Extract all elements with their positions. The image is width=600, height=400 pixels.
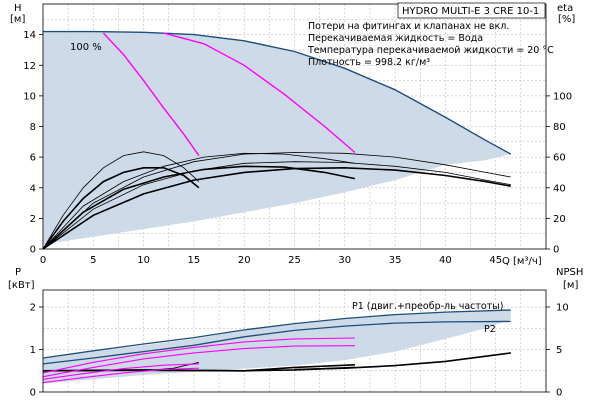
power-curve xyxy=(42,345,355,378)
power-tick-label: 2 xyxy=(30,303,36,314)
efficiency-curve xyxy=(42,165,356,250)
head-curve xyxy=(43,30,512,155)
x-tick-label: 45 xyxy=(489,255,502,266)
x-tick-label: 20 xyxy=(238,255,251,266)
y2-tick-label: 0 xyxy=(553,245,559,256)
power-curve xyxy=(42,309,511,359)
y2-tick-label: 80 xyxy=(553,122,566,133)
npsh-curve xyxy=(294,352,511,371)
title-box xyxy=(397,2,546,19)
chart-title: HYDRO MULTI-E 3 CRE 10-1 xyxy=(402,6,539,17)
head-curve xyxy=(163,32,356,154)
top-operating-area xyxy=(43,31,511,245)
efficiency-curve xyxy=(42,152,355,250)
y-tick-label: 6 xyxy=(30,153,36,164)
power-curve xyxy=(42,337,355,374)
p2-series-label: P2 xyxy=(484,324,496,335)
x-tick-label: 25 xyxy=(288,255,301,266)
y-tick-label: 12 xyxy=(23,61,36,72)
efficiency-curve xyxy=(42,166,511,250)
efficiency-curve xyxy=(42,151,200,250)
efficiency-curve xyxy=(42,161,511,250)
y2-axis-unit: [%] xyxy=(558,14,575,25)
y2-tick-label: 100 xyxy=(553,91,572,102)
x-tick-label: 40 xyxy=(439,255,452,266)
npsh-tick-label: 5 xyxy=(556,345,562,356)
y-tick-label: 14 xyxy=(23,30,36,41)
power-curve xyxy=(42,363,199,380)
npsh-tick-label: 0 xyxy=(556,388,562,399)
x-axis-unit: [м³/ч] xyxy=(513,256,542,267)
bottom-plot-frame xyxy=(42,289,547,393)
power-tick-label: 1 xyxy=(30,345,36,356)
y-tick-label: 0 xyxy=(30,245,36,256)
power-curve xyxy=(42,320,511,365)
x-axis-label: Q xyxy=(502,256,510,267)
x-tick-label: 0 xyxy=(40,255,46,266)
operating-area xyxy=(43,31,511,245)
x-tick-label: 35 xyxy=(389,255,402,266)
y2-tick-label: 60 xyxy=(553,153,566,164)
npsh-tick-label: 10 xyxy=(556,303,569,314)
note-line-1: Потери на фитингах и клапанах не вкл. xyxy=(308,21,509,32)
speed-label: 100 % xyxy=(70,42,102,53)
note-line-3: Температура перекачиваемой жидкости = 20… xyxy=(307,45,554,56)
y-tick-label: 4 xyxy=(30,183,36,194)
power-npsh-panel: 0 1 2 0 5 10 P [кВт] NPSH [м] P1 (двиг.+преоб… xyxy=(8,267,583,399)
bottom-tick-labels: 0 1 2 0 5 10 xyxy=(30,303,569,399)
x-tick-label: 10 xyxy=(137,255,150,266)
efficiency-curve xyxy=(42,152,511,250)
y-tick-label: 10 xyxy=(23,91,36,102)
y2-tick-label: 20 xyxy=(553,214,566,225)
bottom-curves xyxy=(42,309,511,384)
x-tick-label: 15 xyxy=(188,255,201,266)
note-line-2: Перекачиваемая жидкость = Вода xyxy=(308,33,483,44)
power-axis-label: P xyxy=(15,267,21,278)
y2-tick-label: 40 xyxy=(553,183,566,194)
y2-axis-label: eta xyxy=(557,3,573,14)
npsh-axis-unit: [м] xyxy=(563,280,578,291)
x-tick-label: 30 xyxy=(338,255,351,266)
note-line-4: Плотность = 998.2 кг/м³ xyxy=(308,57,430,68)
x-tick-label: 5 xyxy=(90,255,96,266)
power-tick-label: 0 xyxy=(30,388,36,399)
power-curve xyxy=(42,367,199,384)
efficiency-curve xyxy=(42,167,200,250)
y-axis-unit: [м] xyxy=(10,14,25,25)
top-tick-labels: 0 5 10 15 20 25 30 35 40 45 0 2 4 6 8 10 12 14 0 20 40 60 80 10… xyxy=(23,30,572,266)
top-curves xyxy=(42,30,512,250)
power-axis-unit: [кВт] xyxy=(8,280,35,291)
y-tick-label: 2 xyxy=(30,214,36,225)
p1-series-label: P1 (двиг.+преобр-ль частоты) xyxy=(352,301,503,312)
head-efficiency-panel: 0 5 10 15 20 25 30 35 40 45 0 2 4 6 8 10 12 14 0 20 40 60 80 10… xyxy=(10,2,575,267)
y-axis-label: H xyxy=(14,3,22,14)
head-curve xyxy=(102,32,200,157)
y-tick-label: 8 xyxy=(30,122,36,133)
npsh-axis-label: NPSH xyxy=(556,267,583,278)
